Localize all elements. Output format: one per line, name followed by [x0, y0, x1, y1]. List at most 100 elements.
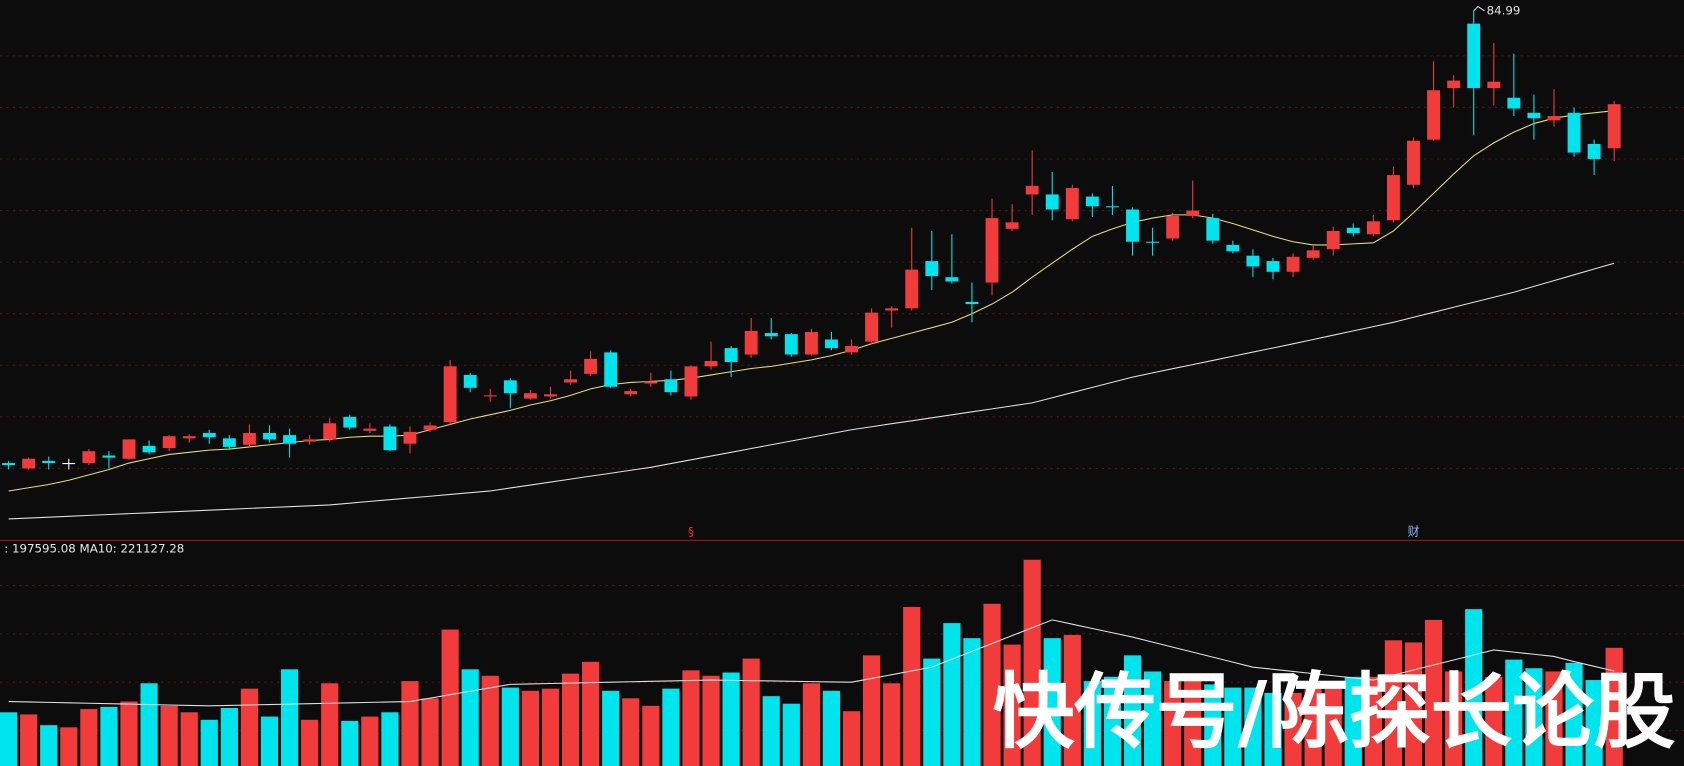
- candle-body: [825, 339, 838, 349]
- candle-body: [1146, 241, 1160, 243]
- volume-bar: [1384, 640, 1403, 766]
- candle-body: [1186, 210, 1200, 216]
- volume-bar: [1184, 678, 1202, 766]
- volume-bar: [923, 658, 941, 766]
- candle-body: [182, 436, 196, 439]
- volume-bar: [240, 688, 259, 766]
- volume-bar: [1224, 687, 1242, 766]
- volume-bar: [80, 709, 98, 766]
- volume-bar: [1023, 559, 1041, 766]
- candle-body: [1547, 116, 1561, 121]
- volume-bar: [1344, 676, 1362, 766]
- volume-bar: [180, 712, 198, 766]
- candle-body: [2, 463, 16, 466]
- volume-legend: : 197595.08 MA10: 221127.28: [4, 541, 184, 555]
- volume-bar: [682, 670, 700, 766]
- volume-bar: [280, 669, 299, 766]
- volume-bar: [1525, 668, 1543, 766]
- event-marker: 财: [1408, 524, 1420, 538]
- candle-body: [102, 455, 116, 458]
- candle-body: [443, 366, 457, 423]
- volume-bar: [441, 629, 459, 766]
- candle-body: [584, 358, 598, 374]
- volume-bar: [301, 719, 319, 766]
- candle-body: [724, 348, 738, 363]
- moving-average-line: [8, 110, 1615, 492]
- candle-body: [604, 352, 618, 387]
- volume-bar: [722, 672, 740, 766]
- volume-bar: [1204, 684, 1222, 766]
- candle-body: [1085, 196, 1099, 207]
- volume-bar: [702, 675, 720, 766]
- volume-bar: [1585, 680, 1603, 766]
- volume-bar: [782, 703, 800, 766]
- volume-bar: [461, 669, 479, 766]
- candle-body: [1246, 255, 1260, 267]
- candle-body: [82, 451, 96, 464]
- candle-body: [1025, 185, 1039, 195]
- volume-bar: [802, 683, 820, 766]
- volume-bar: [541, 688, 560, 766]
- candle-body: [503, 380, 517, 394]
- candle-body: [1567, 112, 1581, 153]
- volume-bar: [1565, 662, 1583, 766]
- volume-bar: [561, 673, 580, 766]
- candle-body: [323, 423, 337, 440]
- volume-bar: [1063, 634, 1081, 766]
- candle-body: [1386, 175, 1400, 221]
- volume-bar: [1545, 671, 1563, 766]
- candle-body: [905, 269, 919, 309]
- candle-body: [684, 366, 698, 397]
- volume-bar: [943, 623, 961, 766]
- volume-bar: [842, 711, 861, 766]
- volume-bar: [120, 701, 138, 766]
- candle-body: [1366, 221, 1380, 235]
- candle-body: [1105, 206, 1119, 208]
- candle-body: [1487, 81, 1501, 89]
- candle-body: [363, 428, 377, 431]
- candle-body: [624, 391, 638, 395]
- candle-body: [463, 374, 477, 388]
- volume-bar: [642, 705, 660, 766]
- volume-bar: [863, 655, 881, 766]
- volume-bar: [501, 687, 519, 766]
- volume-bar: [1445, 671, 1463, 766]
- candle-body: [1326, 230, 1340, 250]
- volume-bar: [1424, 619, 1443, 766]
- volume-bar: [200, 719, 218, 766]
- volume-bar: [361, 716, 379, 766]
- candle-body: [142, 445, 156, 453]
- volume-bar: [521, 690, 540, 766]
- candle-body: [885, 308, 899, 311]
- candle-body: [1346, 227, 1360, 234]
- volume-bar: [582, 661, 600, 766]
- volume-bar: [140, 683, 158, 766]
- candle-body: [764, 333, 778, 337]
- candle-body: [1226, 244, 1240, 252]
- candle-body: [383, 426, 397, 451]
- candle-body: [1407, 140, 1420, 185]
- volume-bar: [1003, 644, 1021, 766]
- volume-bar: [883, 683, 901, 766]
- candle-body: [644, 381, 658, 384]
- volume-bar: [622, 698, 640, 766]
- volume-bar: [1485, 676, 1503, 766]
- candle-body: [423, 425, 437, 430]
- candle-body: [965, 301, 979, 305]
- volume-bar: [1465, 609, 1483, 766]
- candle-body: [483, 395, 497, 397]
- volume-bar: [762, 696, 780, 766]
- candle-body: [162, 436, 176, 448]
- volume-bar: [1164, 681, 1182, 766]
- volume-bar: [100, 706, 118, 766]
- volume-bar: [40, 725, 58, 766]
- volume-bar: [983, 603, 1001, 766]
- candle-body: [523, 393, 537, 399]
- volume-bar: [160, 705, 178, 766]
- candle-body: [242, 432, 256, 445]
- candle-body: [865, 312, 879, 342]
- volume-bar: [1364, 676, 1382, 766]
- candle-body: [62, 463, 76, 465]
- volume-bar: [1103, 676, 1122, 766]
